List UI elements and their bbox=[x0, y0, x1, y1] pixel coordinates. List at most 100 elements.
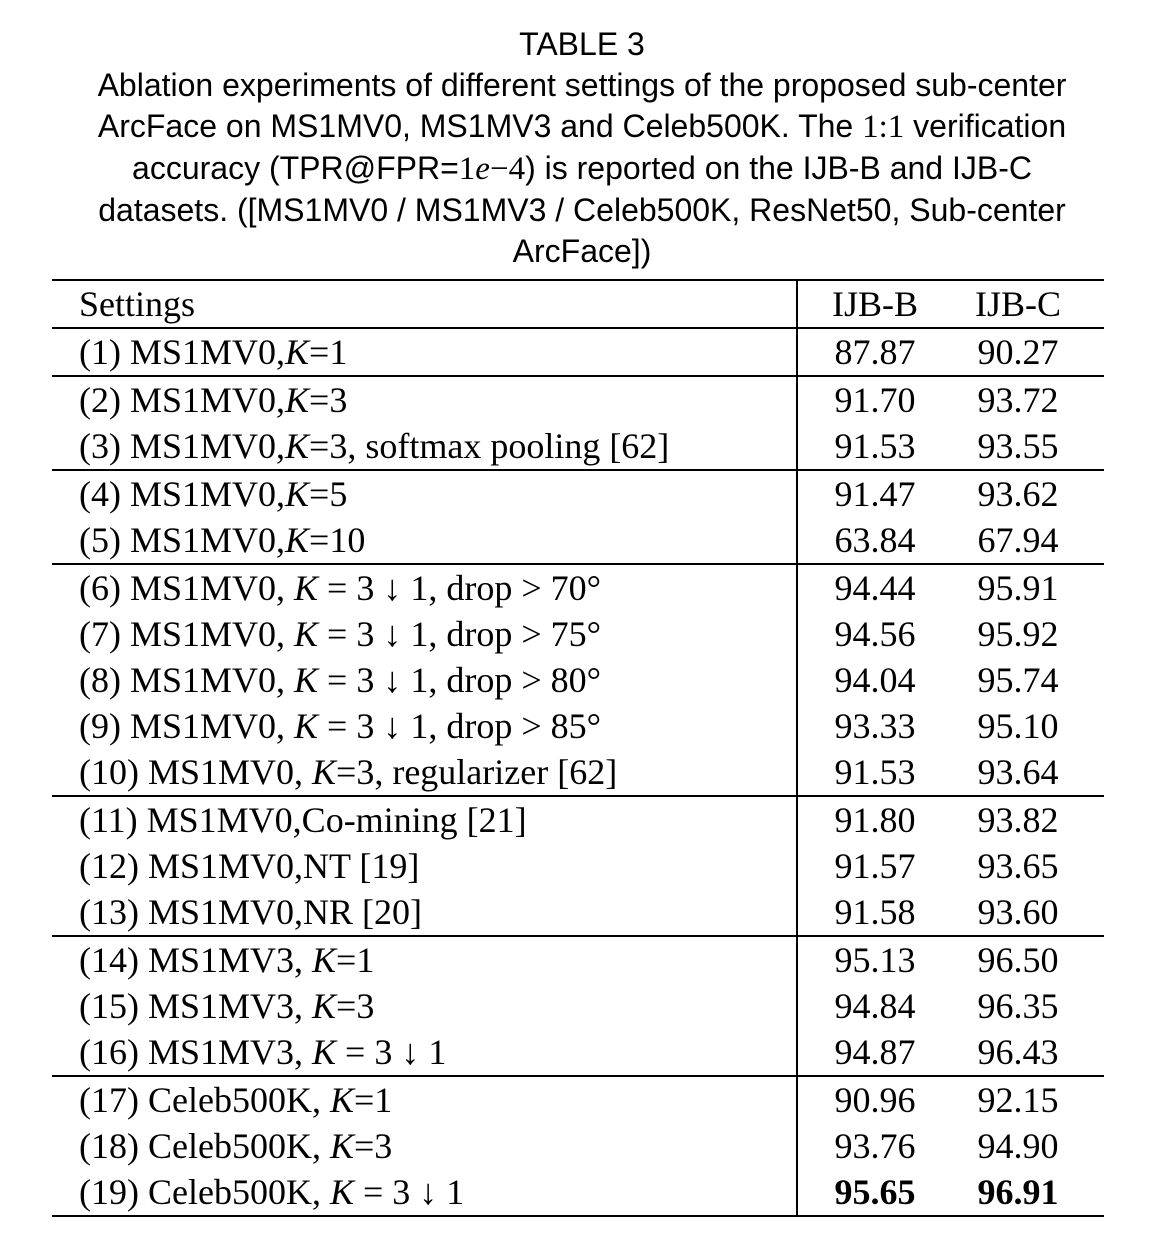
header-settings: Settings bbox=[52, 280, 798, 328]
setting-text: = 3 ↓ 1 bbox=[353, 1172, 465, 1212]
setting-cell: (11) MS1MV0,Co-mining [21] bbox=[52, 795, 798, 843]
setting-variable: K bbox=[329, 1126, 354, 1166]
ijbb-value: 93.33 bbox=[834, 706, 916, 746]
ijbb-value: 94.56 bbox=[834, 614, 916, 654]
table-row: (8) MS1MV0, K = 3 ↓ 1, drop > 80° 94.04 95… bbox=[52, 657, 1104, 703]
setting-cell: (15) MS1MV3, K=3 bbox=[52, 983, 798, 1029]
table-row: (12) MS1MV0,NT [19] 91.57 93.65 bbox=[52, 843, 1104, 889]
setting-cell: (17) Celeb500K, K=1 bbox=[52, 1075, 798, 1123]
setting-variable: K bbox=[312, 940, 337, 980]
table-row: (1) MS1MV0,K=1 87.87 90.27 bbox=[52, 327, 1104, 376]
setting-cell: (16) MS1MV3, K = 3 ↓ 1 bbox=[52, 1029, 798, 1076]
setting-text: (16) MS1MV3, bbox=[79, 1032, 313, 1072]
caption-text: ArcFace on MS1MV0, MS1MV3 and Celeb500K.… bbox=[97, 108, 863, 144]
setting-text: (8) MS1MV0, bbox=[79, 660, 295, 700]
table-row: (9) MS1MV0, K = 3 ↓ 1, drop > 85° 93.33 95… bbox=[52, 703, 1104, 749]
table-row: (4) MS1MV0,K=5 91.47 93.62 bbox=[52, 469, 1104, 517]
setting-variable: K bbox=[285, 520, 310, 560]
setting-cell: (2) MS1MV0,K=3 bbox=[52, 375, 798, 423]
caption-math: 1:1 bbox=[862, 109, 905, 145]
caption-line-3: accuracy (TPR@FPR=1e−4) is reported on t… bbox=[14, 148, 1150, 190]
setting-variable: K bbox=[294, 568, 319, 608]
ijbb-value: 91.47 bbox=[797, 469, 952, 517]
table-row: (15) MS1MV3, K=3 94.84 96.35 bbox=[52, 983, 1104, 1029]
ijbc-value: 96.50 bbox=[952, 935, 1104, 983]
setting-variable: K bbox=[294, 706, 319, 746]
caption-line-1: Ablation experiments of different settin… bbox=[97, 67, 1067, 103]
setting-cell: (9) MS1MV0, K = 3 ↓ 1, drop > 85° bbox=[52, 703, 798, 749]
ijbc-value: 93.60 bbox=[977, 892, 1059, 932]
table-row: (13) MS1MV0,NR [20] 91.58 93.60 bbox=[52, 889, 1104, 936]
setting-cell: (1) MS1MV0,K=1 bbox=[52, 327, 798, 376]
setting-text: = 3 ↓ 1, drop > 80° bbox=[318, 660, 602, 700]
ijbc-value: 93.65 bbox=[977, 846, 1059, 886]
ijbc-value: 96.91 bbox=[977, 1172, 1059, 1212]
ijbc-value: 93.62 bbox=[952, 469, 1104, 517]
table-row: (5) MS1MV0,K=10 63.84 67.94 bbox=[52, 517, 1104, 564]
setting-cell: (5) MS1MV0,K=10 bbox=[52, 517, 798, 564]
setting-cell: (6) MS1MV0, K = 3 ↓ 1, drop > 70° bbox=[52, 563, 798, 611]
ijbc-value: 95.10 bbox=[977, 706, 1059, 746]
setting-cell: (18) Celeb500K, K=3 bbox=[52, 1123, 798, 1169]
setting-text: =3 bbox=[336, 986, 375, 1026]
table-caption: TABLE 3 Ablation experiments of differen… bbox=[14, 24, 1150, 272]
setting-text: (1) MS1MV0, bbox=[79, 332, 286, 372]
setting-text: (6) MS1MV0, bbox=[79, 568, 295, 608]
ijbb-value: 95.65 bbox=[834, 1172, 916, 1212]
table-row: (18) Celeb500K, K=3 93.76 94.90 bbox=[52, 1123, 1104, 1169]
results-table: Settings IJB-B IJB-C (1) MS1MV0,K=1 87.87… bbox=[52, 279, 1104, 1217]
caption-text: ) is reported on the IJB-B and IJB-C bbox=[525, 150, 1032, 186]
ijbb-value: 93.76 bbox=[834, 1126, 916, 1166]
table-row: (2) MS1MV0,K=3 91.70 93.72 bbox=[52, 375, 1104, 423]
caption-math: −4 bbox=[489, 151, 526, 187]
setting-cell: (4) MS1MV0,K=5 bbox=[52, 469, 798, 517]
setting-text: (19) Celeb500K, bbox=[79, 1172, 330, 1212]
setting-text: =10 bbox=[309, 520, 366, 560]
ijbc-value: 93.82 bbox=[952, 795, 1104, 843]
setting-text: =3 bbox=[309, 380, 348, 420]
setting-text: (7) MS1MV0, bbox=[79, 614, 295, 654]
setting-text: (11) MS1MV0,Co-mining [21] bbox=[79, 800, 527, 840]
setting-variable: K bbox=[285, 426, 310, 466]
setting-text: = 3 ↓ 1, drop > 85° bbox=[318, 706, 602, 746]
caption-text: verification bbox=[904, 108, 1067, 144]
caption-math: e bbox=[475, 151, 490, 187]
caption-math: 1 bbox=[458, 151, 476, 187]
table-row: (14) MS1MV3, K=1 95.13 96.50 bbox=[52, 935, 1104, 983]
setting-variable: K bbox=[312, 752, 337, 792]
caption-text: accuracy (TPR@FPR= bbox=[132, 150, 459, 186]
table-row: (17) Celeb500K, K=1 90.96 92.15 bbox=[52, 1075, 1104, 1123]
setting-text: =1 bbox=[309, 332, 348, 372]
setting-text: (5) MS1MV0, bbox=[79, 520, 286, 560]
caption-line-4: datasets. ([MS1MV0 / MS1MV3 / Celeb500K,… bbox=[98, 192, 1066, 228]
setting-cell: (7) MS1MV0, K = 3 ↓ 1, drop > 75° bbox=[52, 611, 798, 657]
caption-line-5: ArcFace]) bbox=[512, 233, 652, 269]
setting-text: (18) Celeb500K, bbox=[79, 1126, 330, 1166]
setting-text: = 3 ↓ 1 bbox=[336, 1032, 447, 1072]
setting-text: =1 bbox=[336, 940, 375, 980]
ijbb-value: 87.87 bbox=[797, 327, 952, 376]
ijbb-value: 95.13 bbox=[797, 935, 952, 983]
setting-text: =3, softmax pooling [62] bbox=[309, 426, 670, 466]
ijbb-value: 94.84 bbox=[834, 986, 916, 1026]
ijbc-value: 96.43 bbox=[977, 1032, 1059, 1072]
setting-text: =3, regularizer [62] bbox=[336, 752, 618, 792]
setting-variable: K bbox=[312, 986, 337, 1026]
setting-text: =3 bbox=[353, 1126, 393, 1166]
ijbc-value: 93.55 bbox=[977, 426, 1059, 466]
ijbc-value: 93.72 bbox=[952, 375, 1104, 423]
table-row: (10) MS1MV0, K=3, regularizer [62] 91.53 9… bbox=[52, 749, 1104, 796]
ijbb-value: 91.80 bbox=[797, 795, 952, 843]
setting-variable: K bbox=[294, 660, 319, 700]
setting-variable: K bbox=[294, 614, 319, 654]
setting-text: (12) MS1MV0,NT [19] bbox=[79, 846, 420, 886]
setting-text: (17) Celeb500K, bbox=[79, 1080, 330, 1120]
ijbb-value: 90.96 bbox=[797, 1075, 952, 1123]
ijbc-value: 95.92 bbox=[977, 614, 1059, 654]
setting-text: (4) MS1MV0, bbox=[79, 474, 286, 514]
ijbb-value: 91.57 bbox=[834, 846, 916, 886]
setting-variable: K bbox=[329, 1080, 354, 1120]
table-row: (3) MS1MV0,K=3, softmax pooling [62] 91.5… bbox=[52, 423, 1104, 470]
ijbc-value: 90.27 bbox=[952, 327, 1104, 376]
setting-cell: (19) Celeb500K, K = 3 ↓ 1 bbox=[52, 1169, 798, 1216]
